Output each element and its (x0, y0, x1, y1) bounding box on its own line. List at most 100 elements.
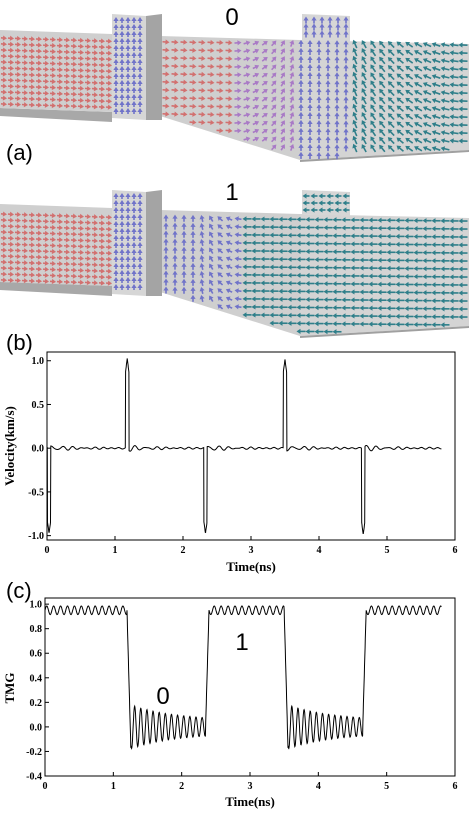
spin-arrow (131, 207, 137, 213)
spin-arrow (217, 296, 224, 302)
spin-arrow (314, 264, 324, 271)
spin-arrow (49, 96, 56, 103)
spin-arrow (287, 248, 297, 254)
spin-arrow (207, 87, 215, 94)
spin-arrow (422, 98, 432, 104)
spin-arrow (42, 242, 49, 248)
spin-arrow (449, 250, 459, 256)
spin-arrow (98, 214, 105, 220)
spin-arrow (119, 108, 125, 114)
spin-arrow (405, 145, 414, 152)
spin-arrow (314, 328, 324, 335)
spin-arrow (307, 40, 313, 47)
spin-arrow (172, 230, 178, 238)
spin-arrow (414, 146, 423, 152)
spin-arrow (171, 87, 179, 93)
spin-arrow (379, 112, 386, 121)
spin-arrow (396, 137, 404, 144)
spin-arrow (35, 54, 42, 60)
spin-arrow (440, 106, 450, 112)
spin-arrow (225, 256, 233, 262)
spin-arrow (0, 47, 7, 53)
spin-arrow (298, 151, 304, 159)
spin-arrow (296, 312, 306, 319)
spin-arrow (119, 73, 125, 79)
spin-arrow (105, 74, 112, 80)
spin-arrow (225, 264, 233, 270)
arrow-field-top (0, 16, 468, 160)
spin-arrow (98, 238, 105, 244)
spin-arrow (458, 298, 468, 304)
spin-arrow (70, 61, 77, 67)
spin-arrow (14, 101, 21, 108)
spin-arrow (198, 39, 206, 45)
spin-arrow (190, 238, 196, 246)
spin-arrow (387, 113, 395, 121)
spin-arrow (332, 321, 342, 327)
spin-arrow (243, 88, 251, 94)
spin-arrow (325, 88, 331, 96)
spin-arrow (278, 240, 288, 246)
spin-arrow (198, 71, 206, 77)
spin-arrow (368, 257, 378, 263)
spin-arrow (181, 230, 187, 238)
spin-arrow (137, 87, 143, 93)
spin-arrow (449, 234, 459, 240)
spin-arrow (243, 72, 251, 78)
spin-arrow (352, 55, 358, 65)
spin-arrow (49, 254, 56, 261)
spin-arrow (386, 225, 396, 231)
spin-arrow (77, 279, 84, 285)
spin-arrow (119, 284, 125, 290)
spin-arrow (458, 58, 468, 64)
spin-arrow (119, 94, 125, 100)
spin-arrow (323, 249, 333, 255)
y-tick-label: 1.0 (32, 356, 45, 367)
spin-arrow (91, 56, 98, 62)
spin-arrow (414, 50, 423, 56)
spin-arrow (243, 64, 251, 70)
spin-arrow (303, 23, 309, 31)
spin-arrow (414, 98, 423, 104)
spin-arrow (269, 312, 279, 318)
spin-arrow (207, 119, 215, 126)
spin-arrow (440, 114, 450, 120)
x-axis-label-c: Time(ns) (225, 794, 275, 809)
spin-arrow (325, 144, 331, 152)
spin-arrow (305, 216, 315, 223)
spin-arrow (234, 112, 242, 118)
spin-arrow (49, 66, 56, 73)
spin-arrow (225, 128, 233, 134)
spin-arrow (225, 304, 233, 310)
spin-arrow (379, 104, 386, 113)
spin-arrow (217, 216, 224, 222)
spin-arrow (14, 259, 21, 266)
spin-arrow (361, 144, 367, 153)
spin-arrow (198, 63, 206, 69)
nanowire-bottom (0, 190, 469, 338)
spin-arrow (137, 31, 143, 37)
spin-arrow (332, 281, 342, 287)
spin-arrow (180, 103, 188, 109)
spin-arrow (63, 267, 70, 273)
spin-arrow (314, 304, 324, 311)
spin-arrow (77, 61, 84, 67)
spin-arrow (7, 247, 14, 253)
spin-arrow (163, 238, 169, 246)
spin-arrow (269, 280, 279, 286)
x-tick-label: 1 (111, 781, 116, 792)
spin-arrow (303, 16, 309, 24)
spin-arrow (341, 233, 351, 239)
spin-arrow (216, 63, 224, 70)
spin-arrow (7, 53, 14, 59)
spin-arrow (251, 280, 261, 286)
spin-arrow (113, 256, 119, 262)
spin-arrow (225, 72, 233, 78)
spin-arrow (119, 256, 125, 262)
spin-arrow (458, 138, 468, 144)
spin-arrow (278, 224, 288, 230)
spin-arrow (359, 225, 369, 231)
spin-arrow (98, 268, 105, 274)
spin-arrow (431, 74, 441, 80)
spin-arrow (359, 305, 369, 311)
